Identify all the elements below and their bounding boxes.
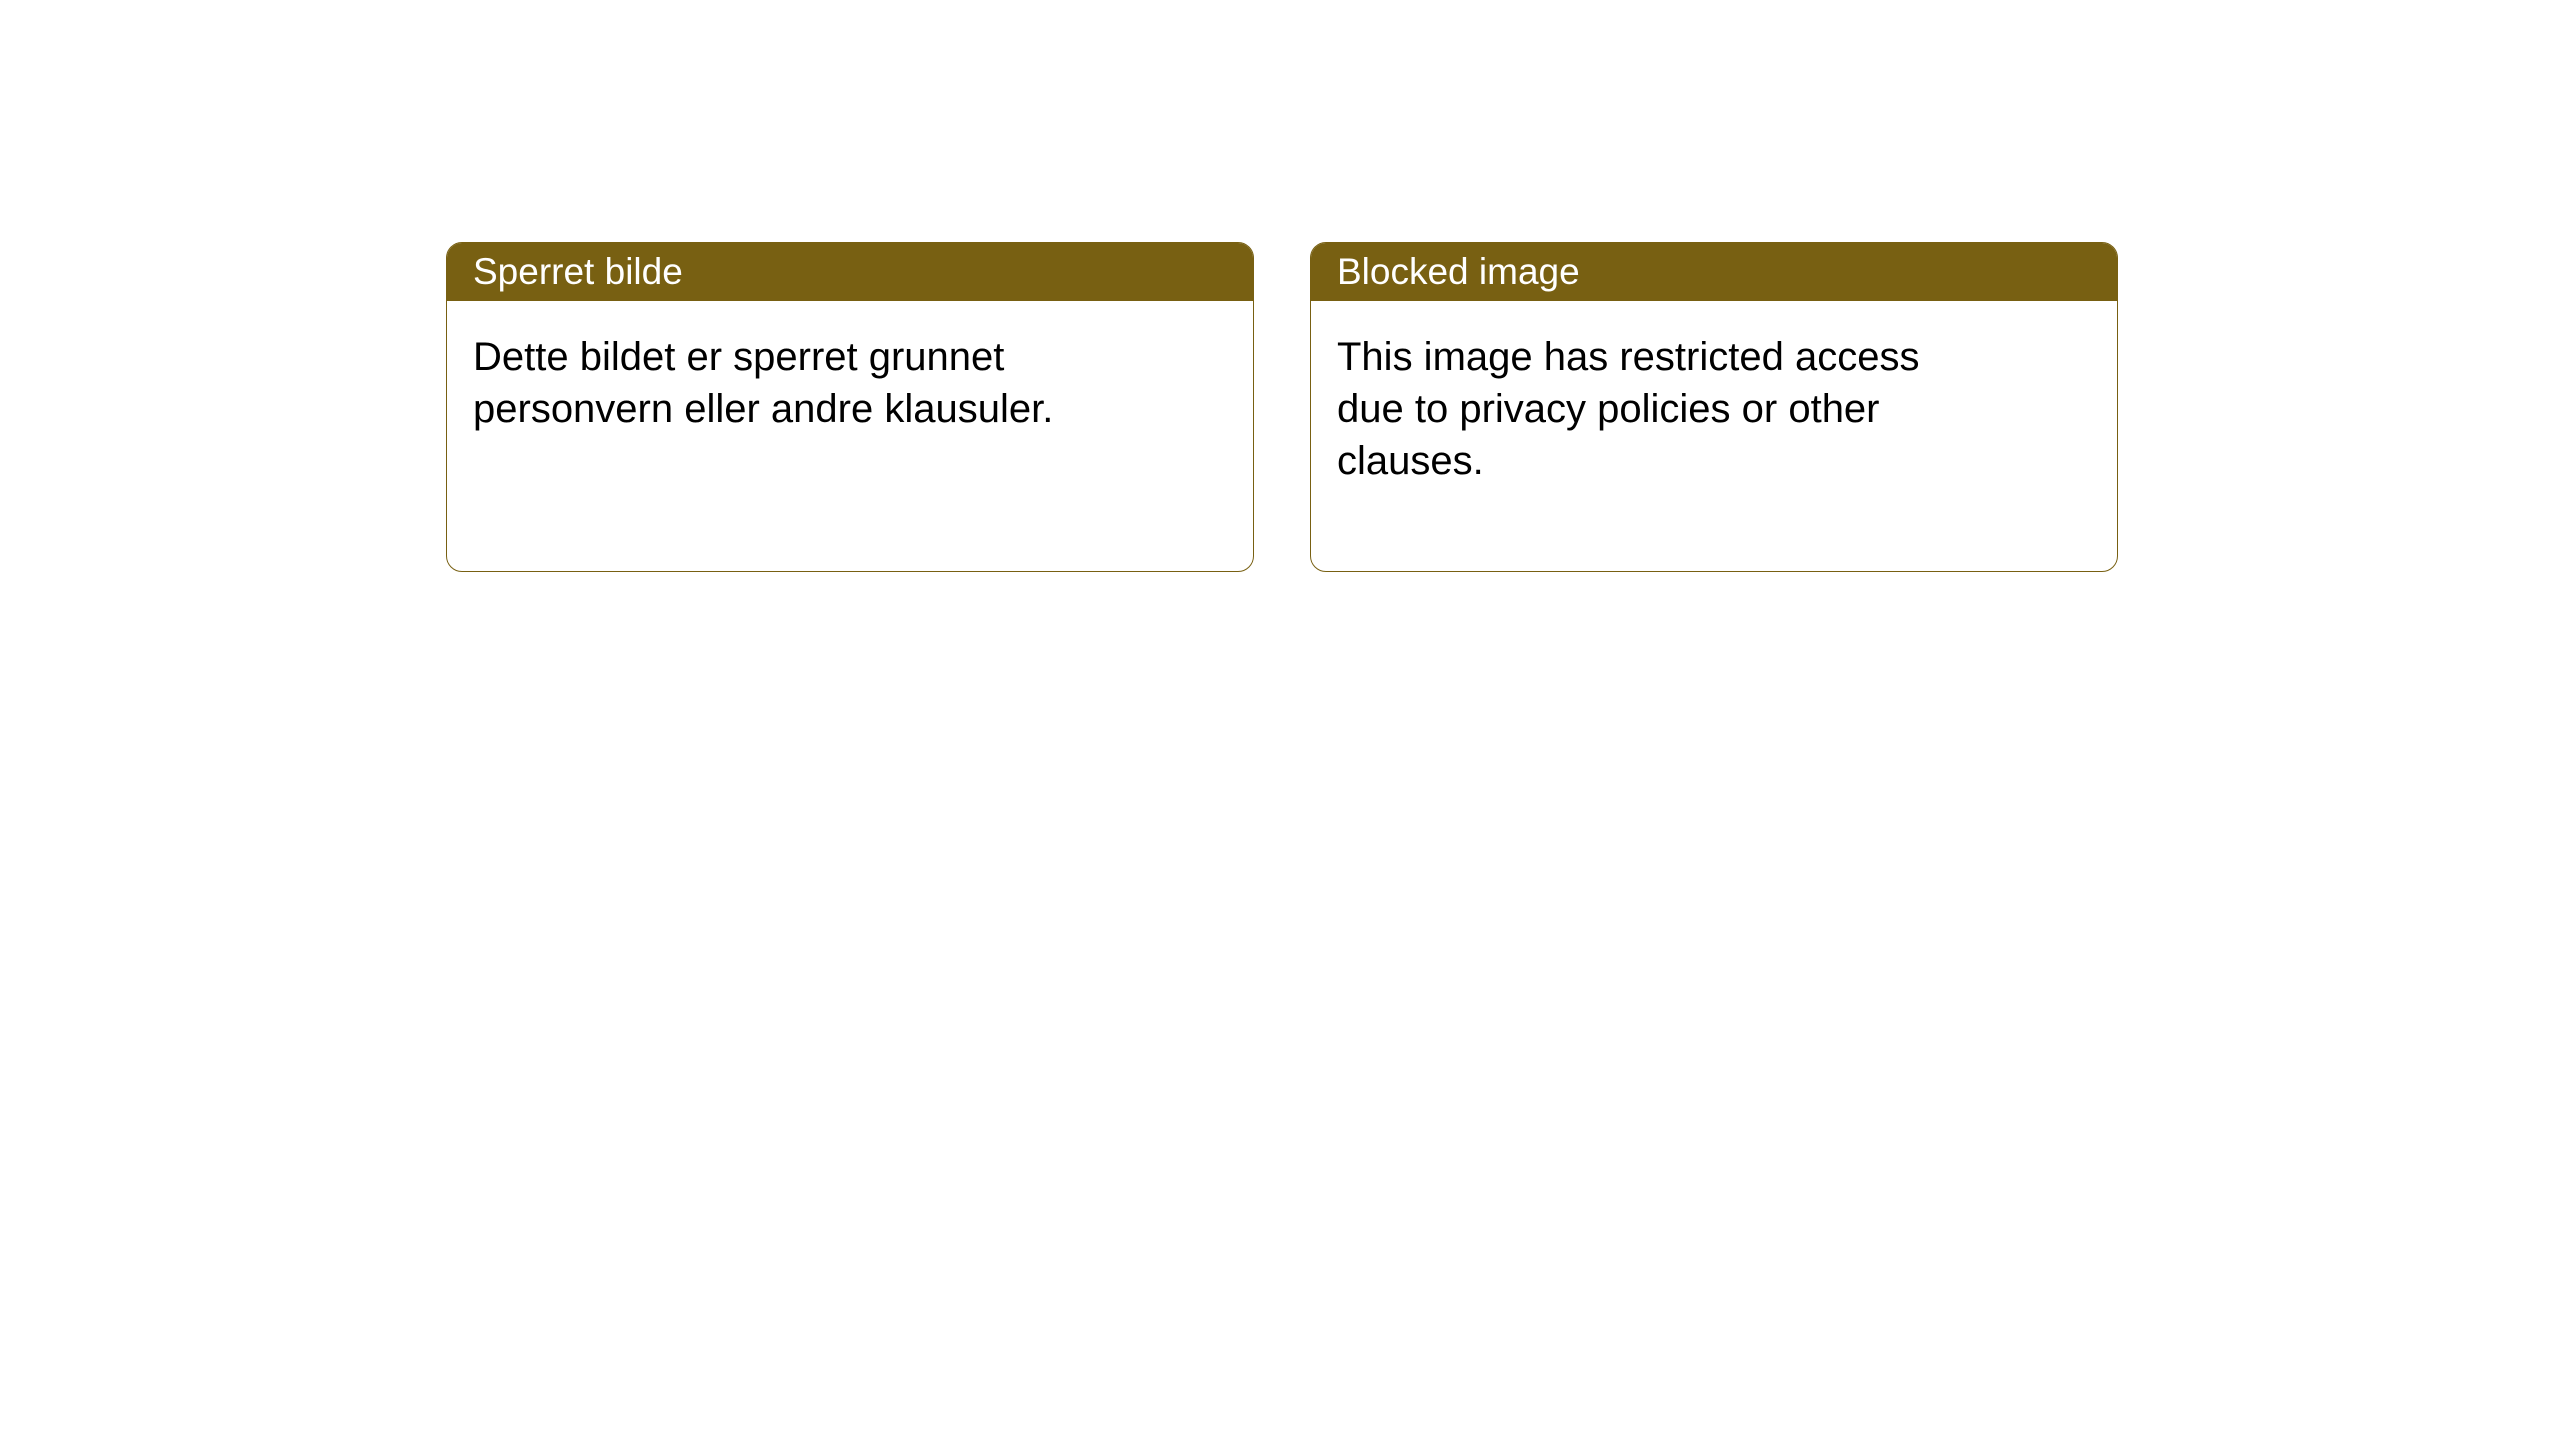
card-container: Sperret bilde Dette bildet er sperret gr…	[0, 0, 2560, 572]
card-body-en: This image has restricted access due to …	[1311, 301, 1991, 571]
blocked-image-card-no: Sperret bilde Dette bildet er sperret gr…	[446, 242, 1254, 572]
card-title-en: Blocked image	[1337, 251, 1580, 292]
card-title-no: Sperret bilde	[473, 251, 683, 292]
card-header-no: Sperret bilde	[447, 243, 1253, 301]
card-header-en: Blocked image	[1311, 243, 2117, 301]
blocked-image-card-en: Blocked image This image has restricted …	[1310, 242, 2118, 572]
card-message-no: Dette bildet er sperret grunnet personve…	[473, 335, 1053, 431]
card-message-en: This image has restricted access due to …	[1337, 335, 1919, 483]
card-body-no: Dette bildet er sperret grunnet personve…	[447, 301, 1127, 519]
